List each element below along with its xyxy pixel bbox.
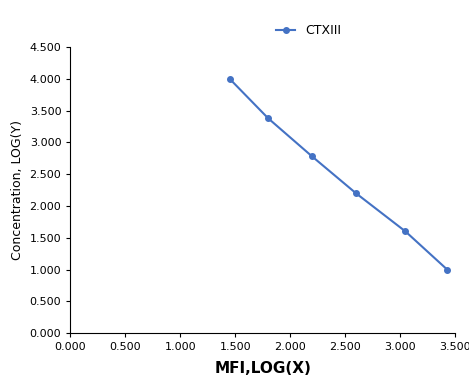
X-axis label: MFI,LOG(X): MFI,LOG(X) bbox=[214, 361, 311, 376]
CTXIII bbox=[265, 116, 271, 121]
Legend: CTXIII: CTXIII bbox=[272, 19, 346, 42]
CTXIII bbox=[445, 267, 450, 272]
CTXIII bbox=[309, 154, 315, 159]
Y-axis label: Concentration, LOG(Y): Concentration, LOG(Y) bbox=[11, 120, 24, 260]
CTXIII bbox=[227, 76, 233, 81]
CTXIII bbox=[403, 229, 408, 234]
CTXIII bbox=[353, 191, 359, 196]
Line: CTXIII: CTXIII bbox=[227, 76, 450, 272]
